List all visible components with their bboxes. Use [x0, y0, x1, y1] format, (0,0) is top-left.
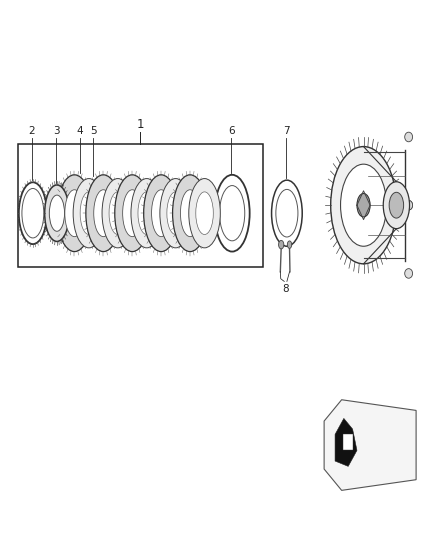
Ellipse shape — [45, 185, 69, 241]
Text: 1: 1 — [136, 118, 144, 131]
Ellipse shape — [180, 190, 200, 237]
Polygon shape — [324, 400, 416, 490]
Ellipse shape — [287, 241, 292, 248]
Ellipse shape — [331, 147, 396, 264]
Ellipse shape — [173, 175, 208, 252]
Ellipse shape — [405, 269, 413, 278]
Ellipse shape — [138, 192, 155, 235]
Ellipse shape — [160, 179, 191, 248]
Polygon shape — [343, 434, 353, 450]
Ellipse shape — [189, 179, 220, 248]
Text: 7: 7 — [283, 126, 290, 136]
Text: 4: 4 — [77, 126, 84, 136]
Ellipse shape — [389, 192, 403, 218]
Ellipse shape — [109, 192, 127, 235]
Ellipse shape — [215, 175, 250, 252]
Ellipse shape — [115, 175, 150, 252]
Ellipse shape — [49, 195, 64, 231]
Ellipse shape — [279, 240, 284, 249]
Text: 6: 6 — [228, 126, 235, 136]
Ellipse shape — [57, 175, 92, 252]
Ellipse shape — [357, 193, 370, 217]
Text: 8: 8 — [282, 284, 289, 294]
Ellipse shape — [152, 190, 171, 237]
Ellipse shape — [131, 179, 162, 248]
Bar — [18, 144, 263, 266]
Ellipse shape — [196, 192, 213, 235]
Polygon shape — [335, 418, 357, 466]
Ellipse shape — [80, 192, 98, 235]
Ellipse shape — [405, 200, 413, 210]
Ellipse shape — [405, 200, 413, 210]
Ellipse shape — [219, 185, 245, 241]
Ellipse shape — [144, 175, 179, 252]
Ellipse shape — [405, 132, 413, 142]
Text: 3: 3 — [53, 126, 60, 136]
Ellipse shape — [102, 179, 134, 248]
Ellipse shape — [340, 164, 386, 246]
Ellipse shape — [94, 190, 113, 237]
Ellipse shape — [276, 189, 298, 237]
Ellipse shape — [86, 175, 121, 252]
Ellipse shape — [167, 192, 184, 235]
Text: 5: 5 — [90, 126, 97, 136]
Ellipse shape — [22, 189, 44, 238]
Ellipse shape — [383, 182, 410, 229]
Ellipse shape — [65, 190, 84, 237]
Ellipse shape — [73, 179, 105, 248]
Ellipse shape — [123, 190, 142, 237]
Ellipse shape — [19, 182, 47, 244]
Ellipse shape — [272, 180, 302, 246]
Text: 2: 2 — [28, 126, 35, 136]
